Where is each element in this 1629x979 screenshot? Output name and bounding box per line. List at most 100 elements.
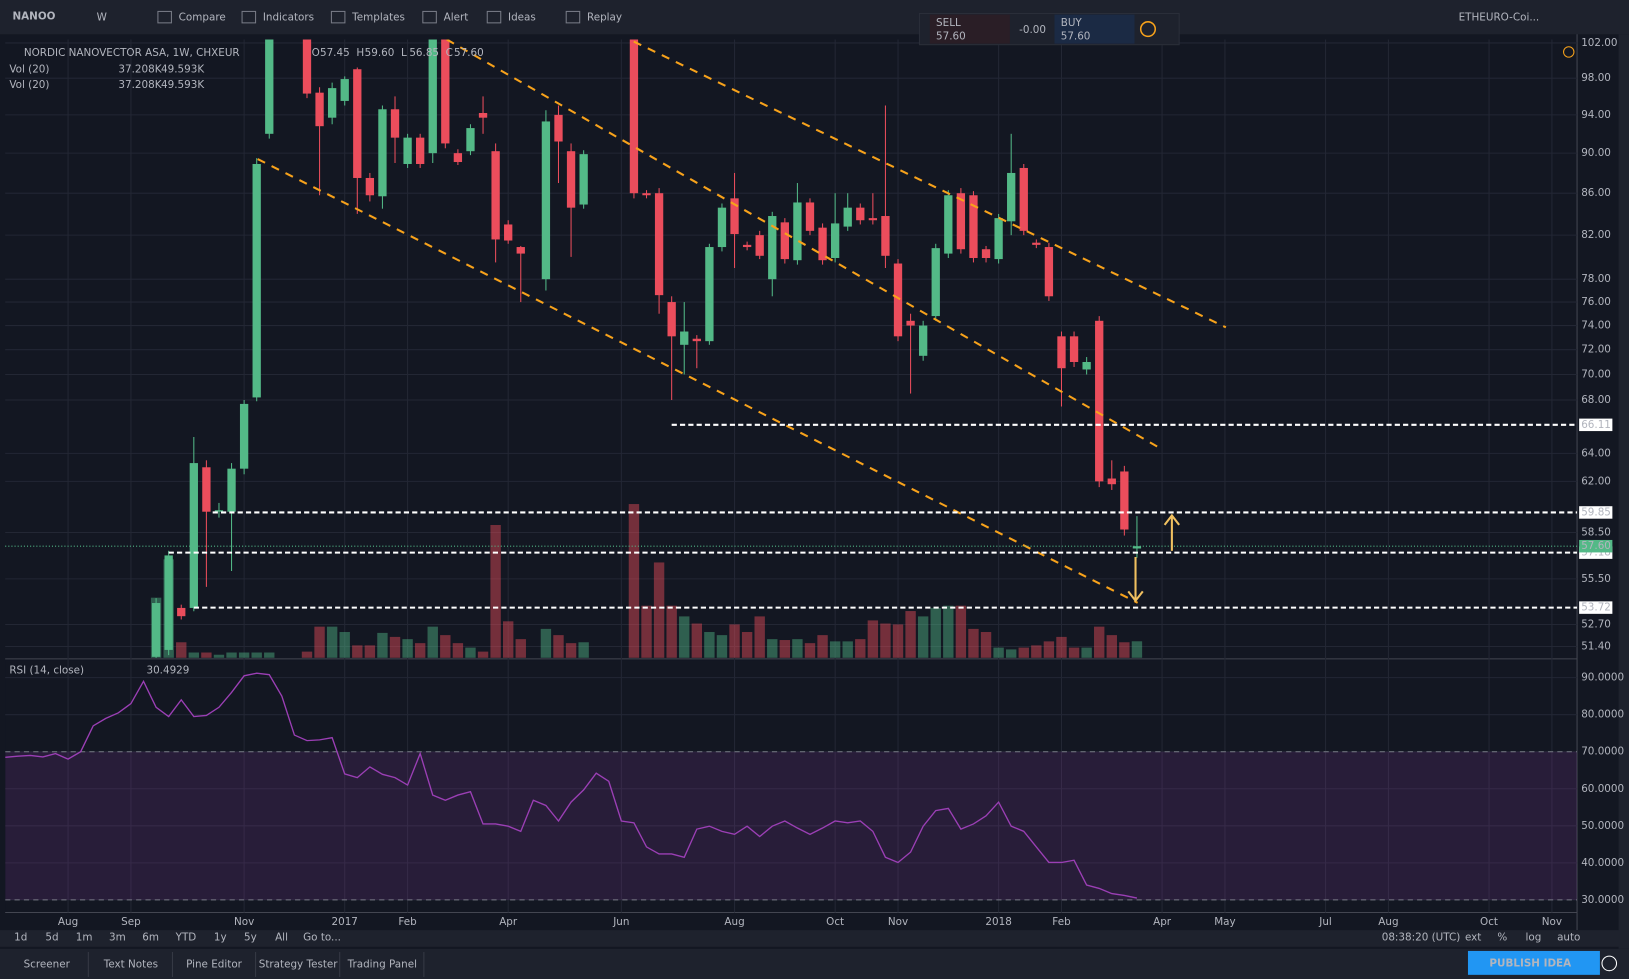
alert-icon: [1563, 46, 1575, 58]
candle-body: [315, 92, 324, 127]
toolbar-item[interactable]: Templates: [351, 12, 405, 24]
buy-price: 57.60: [1061, 30, 1091, 42]
volume-bar: [1018, 647, 1029, 658]
candle-body: [177, 607, 186, 617]
candle-body: [1057, 336, 1066, 369]
candle-body: [805, 202, 815, 231]
volume-bar: [402, 639, 413, 658]
rsi-tick-label: 70.0000: [1581, 746, 1624, 758]
rsi-tick-label: 30.0000: [1581, 894, 1624, 906]
range-button[interactable]: YTD: [175, 931, 197, 943]
volume-bar: [314, 626, 325, 658]
candle-body: [919, 325, 928, 356]
range-button[interactable]: 1y: [214, 931, 227, 943]
tab[interactable]: Strategy Tester: [259, 958, 339, 970]
rsi-layer: [5, 672, 1578, 901]
y-tick-label: 98.00: [1581, 72, 1611, 84]
volume-bar: [779, 640, 791, 658]
tab[interactable]: Text Notes: [103, 958, 158, 970]
y-tick-label: 86.00: [1581, 187, 1611, 199]
toolbar-item[interactable]: Alert: [444, 12, 469, 24]
candle-body: [830, 223, 840, 258]
range-button[interactable]: 5d: [45, 931, 58, 943]
candle-body: [1007, 172, 1016, 222]
range-button[interactable]: 1d: [14, 931, 27, 943]
axis-option[interactable]: auto: [1557, 931, 1580, 943]
x-tick-label: Feb: [1052, 916, 1071, 928]
range-button[interactable]: 1m: [76, 931, 93, 943]
level-label-box: [1579, 601, 1613, 614]
y-tick-label: 82.00: [1581, 229, 1611, 241]
watchlist-symbol[interactable]: ETHEURO-Coi...: [1459, 12, 1540, 24]
rsi-line: [5, 672, 1138, 899]
rsi-tick-label: 40.0000: [1581, 857, 1624, 869]
y-tick-label: 76.00: [1581, 296, 1611, 308]
publish-button[interactable]: [1467, 950, 1600, 975]
axis-option[interactable]: ext: [1465, 931, 1481, 943]
volume-bar: [917, 616, 929, 658]
candle-body: [428, 39, 437, 154]
volume-bar: [716, 635, 728, 658]
tab[interactable]: Pine Editor: [186, 958, 243, 970]
ohlc-key: C: [446, 47, 453, 59]
volume-bar: [905, 611, 916, 658]
x-tick-label: Oct: [826, 916, 844, 928]
arrows: [1127, 513, 1180, 603]
candle-body: [642, 193, 651, 196]
play-icon[interactable]: [1601, 955, 1618, 972]
symbol[interactable]: NANOO: [12, 11, 55, 23]
candle-body: [239, 403, 249, 469]
range-button[interactable]: 5y: [244, 931, 257, 943]
sell-box[interactable]: [929, 14, 1010, 44]
tab[interactable]: Screener: [24, 958, 71, 970]
volume-bar: [930, 607, 941, 658]
x-tick-label: Apr: [1153, 916, 1172, 928]
candle-body: [780, 222, 789, 260]
candle-body: [340, 79, 349, 101]
interval[interactable]: W: [97, 12, 107, 24]
candle-body: [214, 510, 224, 512]
ohlc-key: O: [312, 47, 320, 59]
x-tick-label: Aug: [724, 916, 744, 928]
candle-body: [868, 218, 878, 221]
candle-body: [441, 39, 450, 144]
tab-bar: [0, 948, 1629, 979]
range-button[interactable]: 3m: [109, 931, 126, 943]
ohlc-key: H: [356, 47, 364, 59]
range-button[interactable]: All: [275, 931, 288, 943]
candle-body: [151, 603, 161, 657]
toolbar-item[interactable]: Replay: [587, 12, 622, 24]
volume-bar: [553, 635, 564, 658]
y-tick-label: 72.00: [1581, 344, 1611, 356]
candle-body: [252, 163, 261, 398]
candle-body: [504, 224, 513, 241]
tab[interactable]: Trading Panel: [347, 958, 417, 970]
volume-legend-ma: 49.593K: [161, 79, 205, 91]
candle-body: [164, 555, 173, 650]
toolbar-item[interactable]: Ideas: [508, 12, 536, 24]
candle-body: [541, 121, 551, 280]
volume-bar: [515, 639, 526, 658]
volume-bar: [666, 605, 677, 658]
range-button[interactable]: Go to...: [303, 931, 341, 943]
candle-body: [1132, 546, 1142, 549]
toolbar-item[interactable]: Indicators: [263, 12, 314, 24]
buy-box[interactable]: [1054, 14, 1135, 44]
toolbar-item[interactable]: Compare: [179, 12, 226, 24]
volume-bar: [691, 623, 703, 658]
axis-option[interactable]: %: [1497, 931, 1507, 943]
volume-bar: [1043, 641, 1055, 658]
volume-legend-label: Vol (20): [9, 79, 49, 91]
level-label: 53.72: [1581, 602, 1611, 614]
grid: [5, 39, 1578, 913]
volume-bar: [301, 651, 313, 658]
x-tick-label: Aug: [1378, 916, 1398, 928]
candle-body: [1107, 478, 1116, 485]
axis-option[interactable]: log: [1526, 931, 1542, 943]
ohlc-value: 57.60: [454, 47, 484, 59]
volume-bar: [867, 620, 879, 658]
ohlc-value: 57.45: [320, 47, 350, 59]
range-button[interactable]: 6m: [142, 931, 159, 943]
